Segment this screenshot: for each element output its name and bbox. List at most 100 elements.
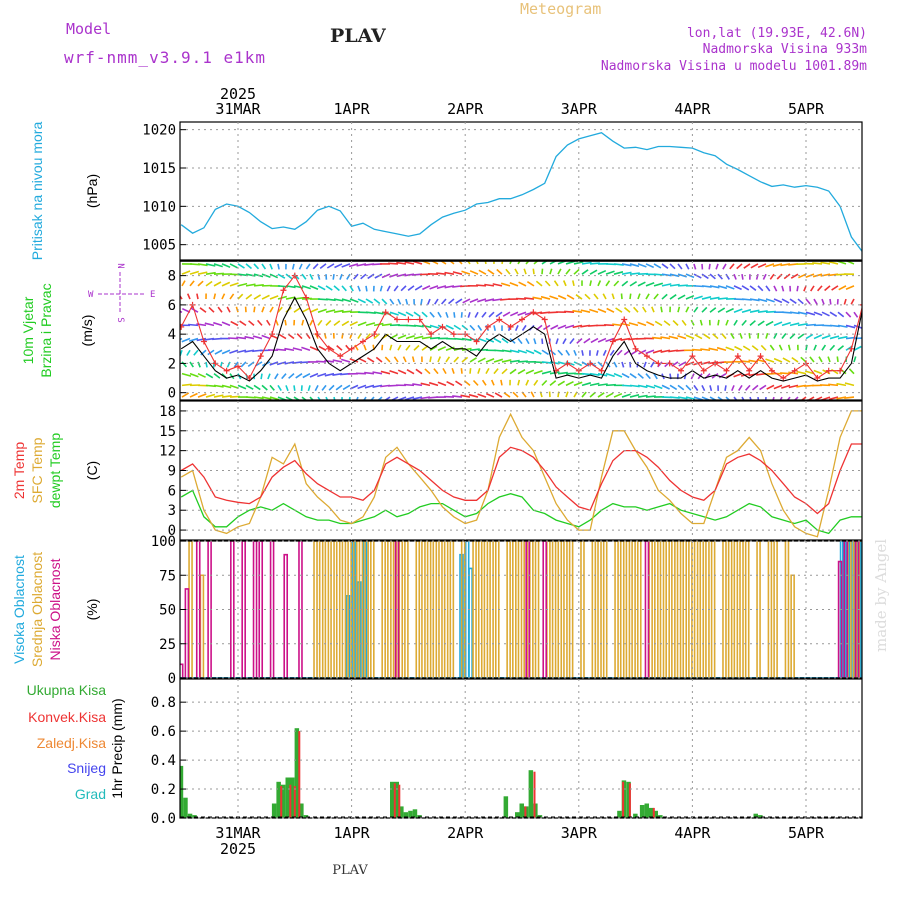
wind-barb — [549, 349, 557, 356]
wind-gust-marker — [723, 367, 730, 374]
wind-barb — [349, 358, 359, 363]
wind-barb — [613, 392, 623, 398]
wind-barb — [247, 361, 255, 368]
wind-barb — [813, 396, 823, 400]
wind-barb — [805, 298, 811, 305]
wind-barb — [433, 368, 439, 375]
wind-barb — [367, 273, 375, 280]
precip-bar — [533, 771, 536, 818]
wind-barb — [469, 357, 477, 363]
cloud-bar — [682, 541, 688, 678]
cloud-bar — [188, 541, 193, 678]
wind-barb — [645, 281, 655, 287]
wind-barb — [765, 298, 775, 303]
wind-barb — [717, 319, 720, 326]
wind-barb — [685, 294, 695, 300]
precip-bar — [398, 784, 401, 818]
wind-barb — [836, 356, 839, 363]
wind-barb — [652, 336, 663, 340]
cloud-ytick-label: 75 — [159, 568, 176, 584]
precip-bar — [293, 786, 296, 818]
wind-unit: (m/s) — [79, 315, 95, 347]
wind-barb — [501, 349, 512, 353]
wind-barb — [677, 396, 688, 400]
wind-barb — [813, 369, 823, 375]
wind-barb — [301, 307, 310, 313]
wind-barb — [186, 349, 191, 356]
wind-ytick-label: 6 — [168, 298, 176, 314]
wind-barb — [412, 261, 423, 265]
wind-barb — [445, 311, 449, 318]
wind-barb — [373, 333, 380, 340]
wind-legend-w: W — [88, 290, 94, 300]
wind-barb — [613, 372, 623, 378]
wind-barb — [326, 263, 335, 269]
precip-bar — [519, 803, 524, 818]
wind-barb — [645, 373, 651, 380]
wind-barb — [621, 393, 631, 398]
wind-barb — [645, 263, 655, 269]
wind-barb — [460, 394, 471, 398]
cloud-bar — [523, 541, 528, 678]
wind-barb — [853, 345, 862, 351]
cloud-bar — [837, 560, 843, 678]
wind-barb — [375, 356, 383, 363]
cloud-unit: (%) — [84, 599, 100, 621]
precip-bar — [299, 803, 304, 818]
wind-barb — [653, 293, 659, 300]
wind-barb — [613, 263, 624, 266]
wind-barb — [213, 281, 222, 287]
wind-barb — [759, 384, 767, 391]
wind-barb — [189, 270, 200, 275]
wind-barb — [836, 382, 847, 387]
cloud-bar — [184, 588, 190, 678]
precip-bar — [653, 810, 658, 818]
wind-barb — [843, 298, 847, 305]
wind-barb — [514, 325, 519, 332]
wind-barb — [575, 294, 583, 300]
wind-barb — [309, 372, 319, 378]
wind-barb — [708, 347, 719, 352]
wind-barb — [790, 273, 799, 279]
wind-barb — [813, 334, 823, 340]
wind-barb — [240, 361, 247, 368]
wind-barb — [621, 280, 629, 287]
wind-gust-marker — [780, 375, 787, 382]
cloud-bar — [460, 541, 466, 678]
wind-barb — [565, 391, 569, 398]
top-day-label: 31MAR — [215, 100, 261, 118]
wind-gust-marker — [200, 338, 207, 345]
wind-barb — [384, 396, 391, 400]
wind-barb — [677, 273, 687, 278]
wind-barb — [455, 380, 463, 387]
wind-barb — [381, 323, 392, 327]
wind-barb — [821, 311, 830, 317]
pressure-plot-area — [180, 131, 862, 253]
wind-barb — [709, 307, 717, 313]
wind-barb — [469, 324, 476, 331]
wind-barb — [285, 285, 296, 289]
wind-barb — [381, 298, 388, 305]
wind-barb — [637, 321, 647, 327]
wind-barb — [340, 358, 351, 363]
wind-barb — [557, 268, 562, 275]
wind-barb — [372, 371, 383, 375]
bottom-day-label: 3APR — [561, 824, 598, 842]
precip-bar — [280, 786, 283, 818]
watermark: made by Angel — [872, 539, 890, 652]
wind-barb — [812, 262, 823, 265]
wind-barb — [605, 392, 614, 398]
wind-barb — [260, 373, 263, 380]
wind-barb — [733, 308, 743, 313]
wind-barb — [829, 324, 840, 328]
wind-barb — [365, 333, 371, 340]
wind-barb — [653, 384, 663, 390]
dewpoint-line — [180, 489, 862, 535]
wind-barb — [565, 268, 571, 275]
wind-direction-legend: N S W E — [88, 263, 155, 322]
wind-barb — [460, 368, 463, 374]
wind-legend-n: N — [115, 263, 125, 268]
top-day-label: 5APR — [788, 100, 825, 118]
wind-barb — [645, 395, 656, 398]
precip-legend-item: Snijeg — [67, 760, 106, 776]
